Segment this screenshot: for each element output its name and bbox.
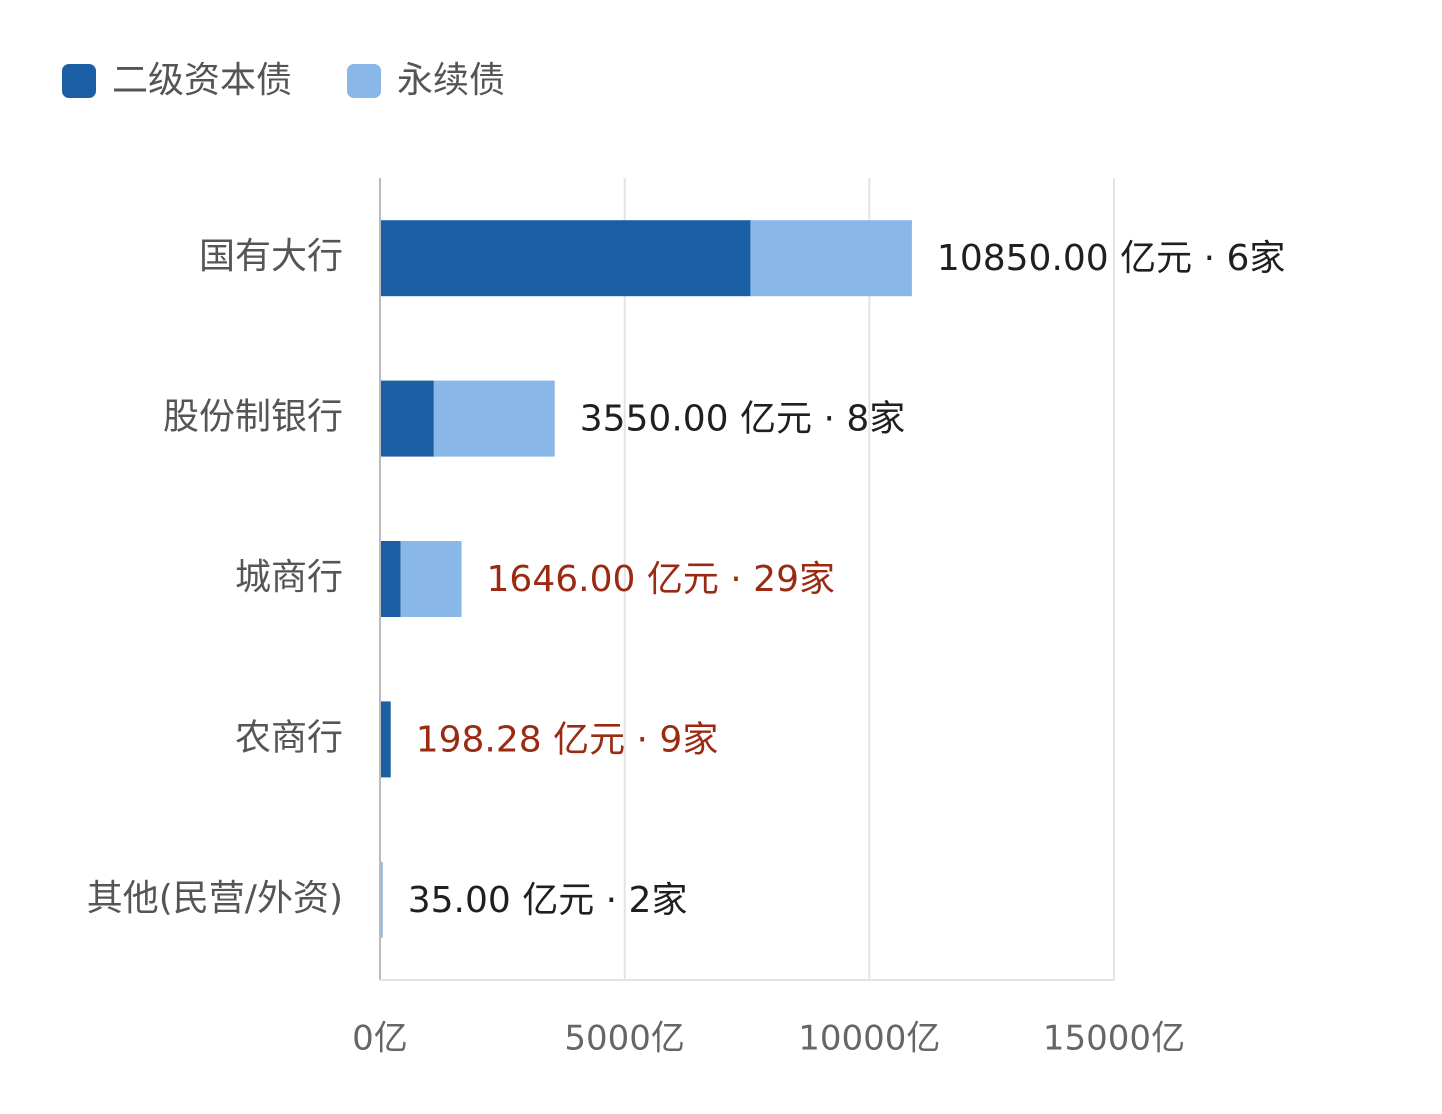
y-tick-label: 股份制银行	[163, 397, 343, 438]
legend-label: 二级资本债	[112, 60, 292, 101]
total-label: 35.00 亿元 · 2家	[408, 880, 688, 921]
y-tick-label: 城商行	[235, 557, 343, 598]
bar-segment	[381, 701, 391, 778]
total-label: 10850.00 亿元 · 6家	[937, 238, 1285, 279]
bar-segment	[381, 220, 751, 297]
x-tick-label: 0亿	[352, 1019, 408, 1059]
bar-segment	[381, 380, 434, 457]
x-tick-label: 15000亿	[1043, 1019, 1185, 1059]
legend-swatch	[347, 64, 382, 98]
bar-segment	[433, 380, 555, 457]
x-tick-label: 10000亿	[798, 1019, 940, 1059]
legend-label: 永续债	[397, 60, 505, 101]
bar-segment	[750, 220, 912, 297]
total-label: 3550.00 亿元 · 8家	[580, 399, 906, 440]
bar-segment	[381, 541, 401, 617]
legend-swatch	[62, 64, 96, 98]
total-label: 1646.00 亿元 · 29家	[487, 559, 835, 600]
y-tick-label: 农商行	[235, 717, 343, 758]
bar-segment	[381, 861, 383, 938]
bar-segment	[400, 541, 462, 617]
total-label: 198.28 亿元 · 9家	[416, 719, 719, 760]
y-tick-label: 国有大行	[199, 236, 343, 277]
x-tick-label: 5000亿	[564, 1019, 685, 1059]
y-tick-label: 其他(民营/外资)	[87, 878, 343, 919]
